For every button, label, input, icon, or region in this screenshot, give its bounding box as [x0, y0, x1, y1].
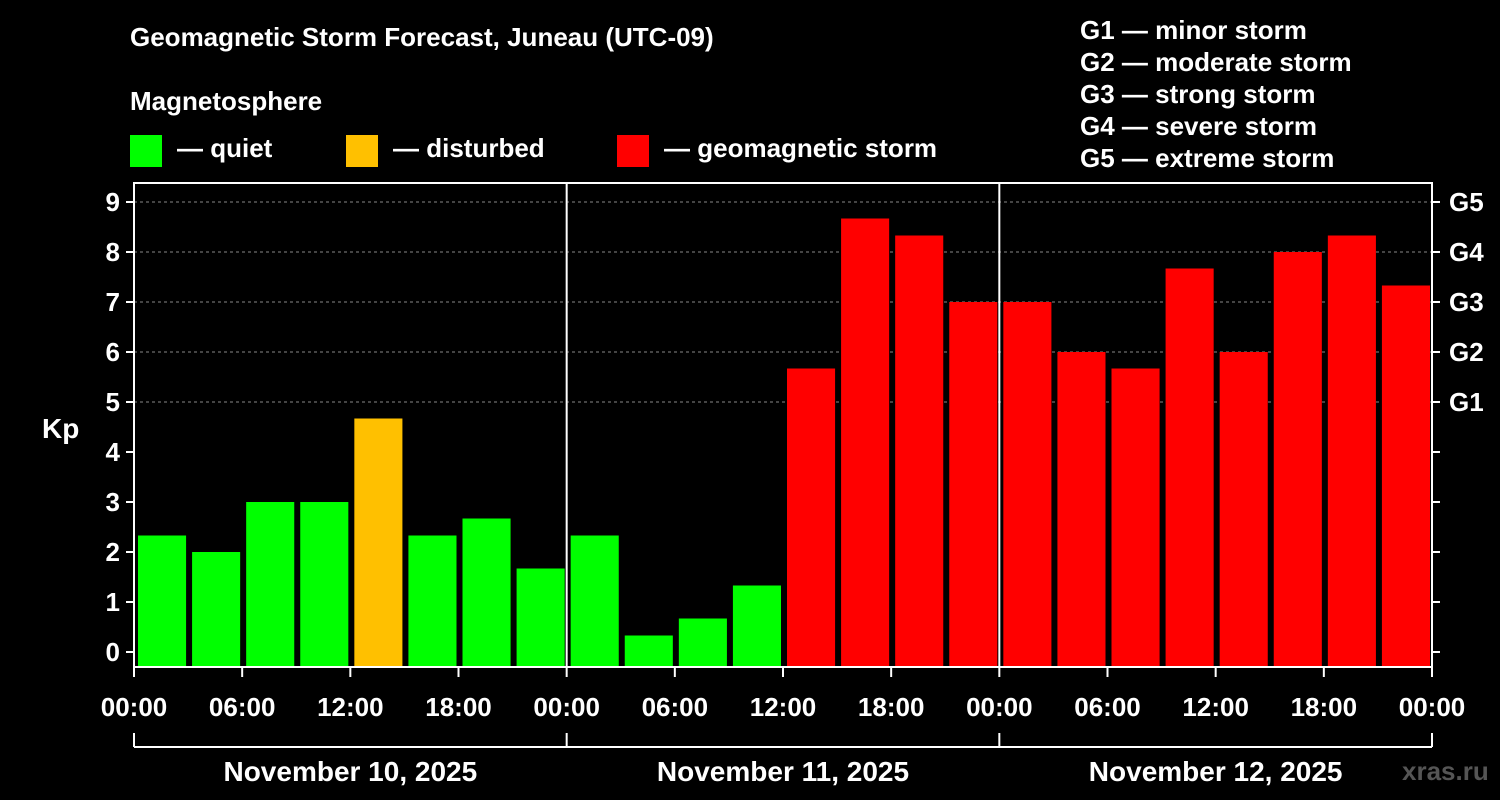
bar-20	[1219, 352, 1268, 667]
x-tick-label-12: 00:00	[1399, 692, 1466, 722]
x-tick-label-2: 12:00	[317, 692, 384, 722]
x-tick-label-3: 18:00	[425, 692, 492, 722]
legend-title: Magnetosphere	[130, 86, 323, 116]
x-tick-label-0: 00:00	[101, 692, 168, 722]
x-tick-label-6: 12:00	[750, 692, 817, 722]
y-tick-label-8: 8	[106, 237, 120, 267]
x-tick-label-11: 18:00	[1291, 692, 1358, 722]
bar-15	[949, 302, 998, 667]
right-axis-label-G5: G5	[1449, 187, 1484, 217]
bar-10	[678, 618, 727, 667]
g-scale-item-g4: G4 — severe storm	[1080, 111, 1318, 141]
g-scale-item-g1: G1 — minor storm	[1080, 15, 1307, 45]
y-axis-label: Kp	[42, 413, 79, 444]
bar-19	[1165, 268, 1214, 667]
bar-7	[516, 568, 565, 667]
chart-title: Geomagnetic Storm Forecast, Juneau (UTC-…	[130, 22, 714, 52]
bar-21	[1273, 252, 1322, 667]
bar-13	[841, 218, 890, 667]
y-tick-label-4: 4	[106, 437, 121, 467]
right-axis-label-G4: G4	[1449, 237, 1484, 267]
x-tick-label-7: 18:00	[858, 692, 925, 722]
day-label-1: November 11, 2025	[657, 756, 909, 787]
x-tick-label-8: 00:00	[966, 692, 1033, 722]
y-tick-label-9: 9	[106, 187, 120, 217]
bar-17	[1057, 352, 1106, 667]
y-tick-label-5: 5	[106, 387, 120, 417]
x-tick-label-4: 00:00	[533, 692, 600, 722]
y-tick-label-3: 3	[106, 487, 120, 517]
g-scale-item-g2: G2 — moderate storm	[1080, 47, 1352, 77]
g-scale-list: G1 — minor storm G2 — moderate storm G3 …	[1080, 14, 1352, 174]
bar-5	[408, 535, 457, 667]
right-axis-label-G2: G2	[1449, 337, 1484, 367]
bar-12	[787, 368, 836, 667]
bar-0	[138, 535, 187, 667]
bar-11	[732, 585, 781, 667]
day-label-2: November 12, 2025	[1089, 756, 1343, 787]
legend-swatch-quiet	[130, 135, 162, 167]
bar-23	[1381, 285, 1430, 667]
bar-4	[354, 418, 403, 667]
g-scale-item-g3: G3 — strong storm	[1080, 79, 1316, 109]
legend-label-quiet: — quiet	[177, 133, 273, 163]
y-tick-label-1: 1	[106, 587, 120, 617]
x-tick-label-1: 06:00	[209, 692, 276, 722]
bar-8	[570, 535, 619, 667]
y-tick-label-7: 7	[106, 287, 120, 317]
legend-label-storm: — geomagnetic storm	[664, 133, 938, 163]
y-tick-label-2: 2	[106, 537, 120, 567]
legend-swatch-storm	[617, 135, 649, 167]
bar-18	[1111, 368, 1160, 667]
bar-3	[300, 502, 349, 667]
legend-label-disturbed: — disturbed	[393, 133, 545, 163]
x-tick-label-9: 06:00	[1074, 692, 1141, 722]
day-label-0: November 10, 2025	[223, 756, 477, 787]
right-axis-label-G1: G1	[1449, 387, 1484, 417]
bar-22	[1327, 235, 1376, 667]
bar-1	[192, 552, 241, 667]
bar-6	[462, 518, 511, 667]
watermark: xras.ru	[1402, 756, 1489, 786]
bar-9	[624, 635, 673, 667]
bar-14	[895, 235, 944, 667]
legend-swatch-disturbed	[346, 135, 378, 167]
x-tick-label-5: 06:00	[642, 692, 709, 722]
right-axis-label-G3: G3	[1449, 287, 1484, 317]
bar-2	[246, 502, 295, 667]
y-tick-label-6: 6	[106, 337, 120, 367]
y-tick-label-0: 0	[106, 637, 120, 667]
bar-16	[1003, 302, 1052, 667]
g-scale-item-g5: G5 — extreme storm	[1080, 143, 1335, 173]
x-tick-label-10: 12:00	[1182, 692, 1249, 722]
